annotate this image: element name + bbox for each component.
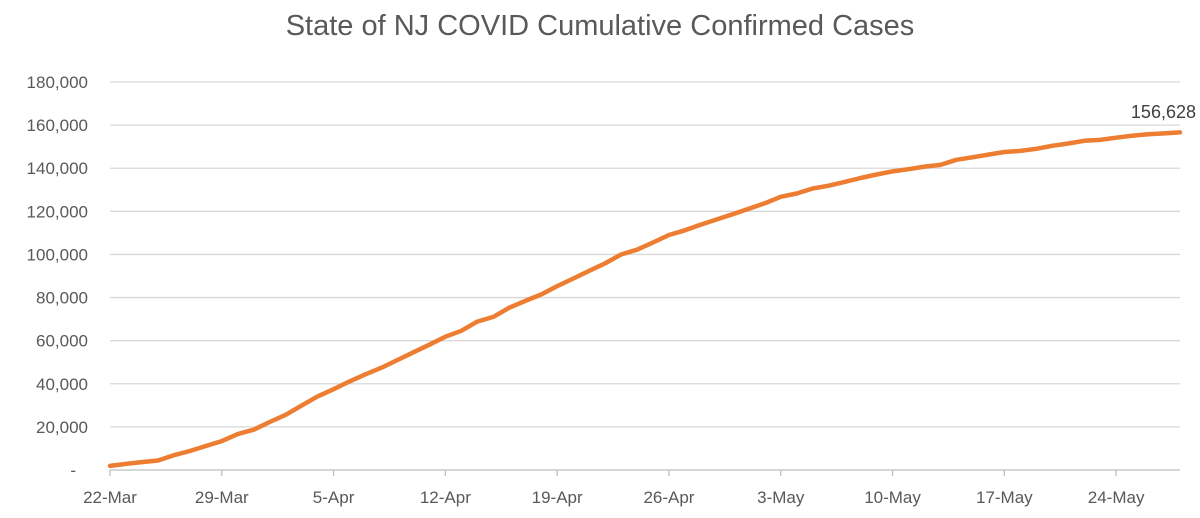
last-point-data-label: 156,628 xyxy=(1130,102,1196,122)
y-axis-tick-label: 100,000 xyxy=(27,245,88,264)
x-axis-tick-label: 3-May xyxy=(757,488,805,507)
x-axis-tick-label: 12-Apr xyxy=(420,488,471,507)
y-axis-tick-label: 40,000 xyxy=(36,375,88,394)
y-axis-tick-label: 160,000 xyxy=(27,116,88,135)
y-axis-tick-label: - xyxy=(70,461,76,480)
y-axis-tick-label: 180,000 xyxy=(27,73,88,92)
y-axis-tick-label: 20,000 xyxy=(36,418,88,437)
y-axis-tick-label: 140,000 xyxy=(27,159,88,178)
chart-title: State of NJ COVID Cumulative Confirmed C… xyxy=(285,10,915,42)
x-axis-tick-label: 5-Apr xyxy=(313,488,355,507)
x-axis-tick-label: 22-Mar xyxy=(83,488,137,507)
x-axis-tick-label: 29-Mar xyxy=(195,488,249,507)
y-axis-tick-label: 80,000 xyxy=(36,289,88,308)
x-axis-tick-label: 17-May xyxy=(976,488,1033,507)
x-axis-tick-label: 10-May xyxy=(864,488,921,507)
cumulative-cases-line xyxy=(107,130,1183,469)
x-axis-tick-label: 26-Apr xyxy=(643,488,694,507)
x-axis-tick-label: 24-May xyxy=(1088,488,1145,507)
y-axis-tick-label: 120,000 xyxy=(27,202,88,221)
y-axis-tick-label: 60,000 xyxy=(36,332,88,351)
x-axis-tick-label: 19-Apr xyxy=(532,488,583,507)
